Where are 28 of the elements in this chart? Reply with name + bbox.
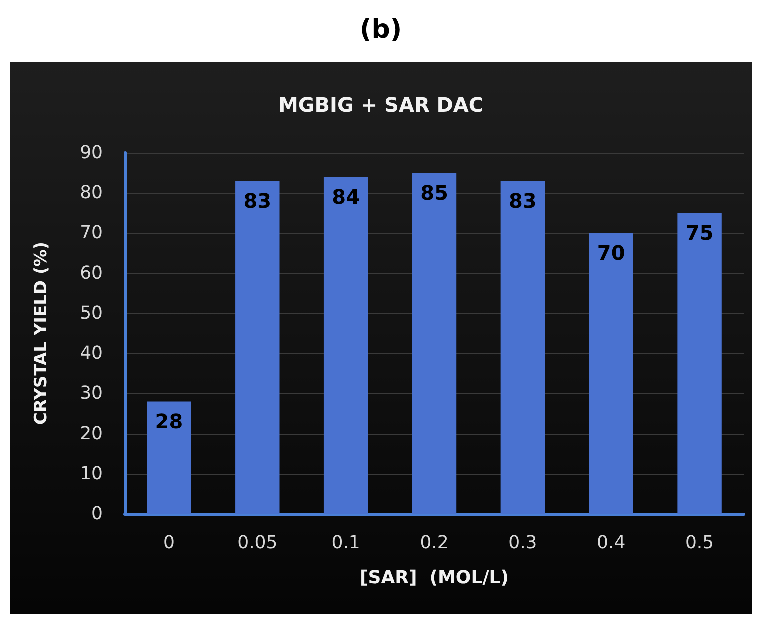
y-tick-label: 0 bbox=[92, 504, 103, 524]
x-tick-label: 0.3 bbox=[508, 532, 538, 554]
y-tick-label: 70 bbox=[80, 222, 103, 244]
x-tick-label: 0.4 bbox=[597, 532, 626, 554]
y-tick-label: 80 bbox=[80, 182, 103, 204]
x-tick-label: 0 bbox=[163, 532, 175, 554]
data-label: 28 bbox=[155, 410, 184, 434]
x-tick-label: 0.5 bbox=[685, 532, 714, 554]
chart-title: (b) bbox=[360, 15, 402, 45]
data-label: 75 bbox=[686, 221, 714, 246]
data-label: 70 bbox=[597, 241, 626, 266]
y-tick-label: 40 bbox=[80, 343, 103, 364]
x-tick-label: 0.2 bbox=[420, 532, 449, 554]
y-tick-label: 20 bbox=[80, 423, 103, 444]
y-tick-label: 30 bbox=[80, 383, 103, 404]
x-axis-title: [SAR] (MOL/L) bbox=[360, 568, 509, 588]
y-tick-label: 10 bbox=[80, 463, 103, 484]
x-tick-label: 0.1 bbox=[332, 532, 360, 554]
data-label: 84 bbox=[332, 185, 360, 210]
y-tick-label: 90 bbox=[80, 142, 103, 164]
x-tick-label: 0.05 bbox=[238, 532, 278, 554]
data-label: 83 bbox=[509, 189, 537, 214]
y-axis-title: CRYSTAL YIELD (%) bbox=[32, 242, 52, 426]
data-label: 85 bbox=[420, 181, 448, 206]
chart-subtitle: MGBIG + SAR DAC bbox=[278, 93, 484, 117]
y-tick-label: 50 bbox=[80, 302, 103, 324]
y-tick-label: 60 bbox=[80, 262, 103, 284]
data-label: 83 bbox=[244, 189, 272, 214]
